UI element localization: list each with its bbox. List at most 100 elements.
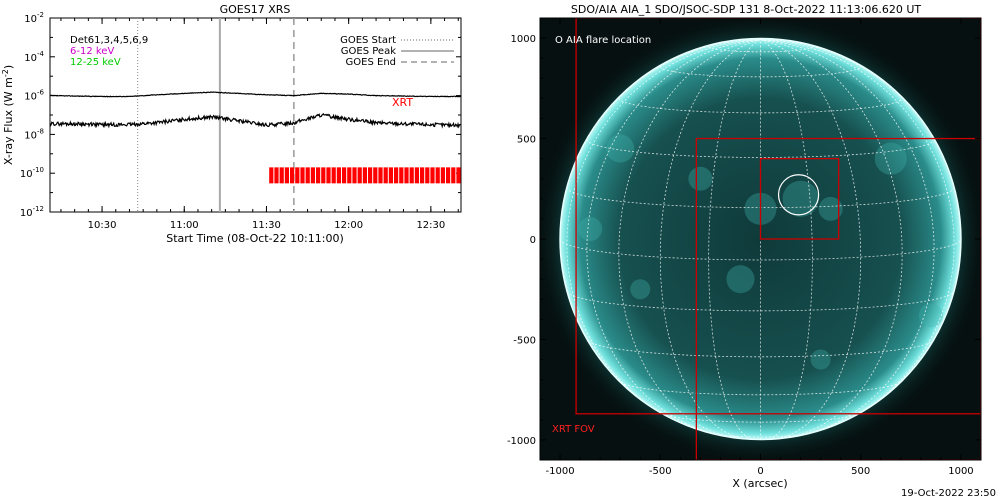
grid-longitude-line	[760, 39, 813, 440]
xrt-bar	[352, 167, 357, 184]
active-region	[782, 180, 819, 217]
y-tick-label: 10-4	[24, 50, 44, 64]
sun-limb-line	[559, 37, 962, 441]
xrt-bar	[388, 167, 393, 184]
right-axis-ticks	[539, 17, 982, 461]
grid-longitude-line	[760, 39, 903, 439]
left-y-axis-label-close: )	[2, 65, 15, 69]
aia-legend-label: O AIA flare location	[555, 35, 651, 46]
xrt-coverage-label: XRT	[392, 96, 413, 109]
fov-boxes	[575, 18, 981, 460]
xrt-bar	[331, 167, 336, 184]
y-tick-label: -500	[513, 335, 536, 346]
right-chart-title: SDO/AIA AIA_1 SDO/JSOC-SDP 131 8-Oct-202…	[571, 3, 922, 16]
fov-box	[759, 157, 840, 240]
right-y-tick-labels: 1000 500 0 -500 -1000	[507, 34, 536, 447]
y-tick-label: 500	[517, 135, 536, 146]
x-tick-label: 12:00	[334, 220, 363, 231]
x-tick-label: 0	[757, 466, 763, 477]
active-region	[578, 216, 603, 241]
left-y-tick-labels: 10-2 10-4 10-6 10-8 10-10 10-12	[20, 11, 45, 219]
left-y-axis-label-main: X-ray Flux (W m	[2, 77, 15, 165]
left-x-axis-label: Start Time (08-Oct-22 10:11:00)	[166, 232, 344, 245]
xrt-bar	[321, 167, 326, 184]
active-region	[726, 265, 755, 294]
y-tick-label: 10-8	[24, 127, 44, 141]
legend-6-12kev: 6-12 keV	[70, 46, 114, 57]
grid-longitude-line	[760, 39, 862, 440]
legend-detectors: Det61,3,4,5,6,9	[70, 35, 148, 46]
xrt-bar	[435, 167, 440, 184]
xrt-coverage-bars	[269, 167, 461, 184]
aia-flare-location-circle	[777, 174, 820, 216]
xrt-bar	[394, 167, 399, 184]
grid-longitude-line	[618, 39, 761, 439]
active-region	[874, 142, 907, 175]
xrt-bar	[378, 167, 383, 184]
xrt-bar	[357, 167, 362, 184]
xrt-bar	[347, 167, 352, 184]
active-region	[630, 279, 651, 300]
left-y-axis-label-exp: -2	[1, 69, 10, 77]
xrt-bar	[451, 167, 456, 184]
y-tick-label: 0	[530, 235, 536, 246]
right-x-axis-label: X (arcsec)	[732, 477, 787, 490]
legend-goes-start: GOES Start	[340, 35, 396, 46]
y-tick-label: 10-6	[24, 89, 44, 103]
grid-longitude-line	[659, 39, 761, 440]
left-y-axis-label: X-ray Flux (W m-2)	[1, 65, 15, 165]
y-tick-label: 10-2	[24, 11, 44, 25]
xrt-bar	[269, 167, 274, 184]
xrt-bar	[316, 167, 321, 184]
x-tick-label: -1000	[546, 466, 575, 477]
series-12-25kev-line	[50, 112, 461, 129]
grid-longitude-line	[708, 39, 761, 440]
x-tick-label: 10:30	[88, 220, 117, 231]
active-region	[606, 134, 635, 163]
xrt-bar	[440, 167, 445, 184]
active-region	[918, 303, 943, 328]
xrt-bar	[368, 167, 373, 184]
xrt-bar	[274, 167, 279, 184]
grid-latitude-line	[662, 413, 859, 423]
xrt-bar	[456, 167, 461, 184]
xrt-bar	[310, 167, 315, 184]
xrt-bar	[404, 167, 409, 184]
left-axis-ticks	[50, 17, 461, 213]
xrt-bar	[414, 167, 419, 184]
xrt-bar	[336, 167, 341, 184]
xrt-bar	[383, 167, 388, 184]
y-tick-label: 10-10	[20, 166, 44, 180]
xrt-bar	[342, 167, 347, 184]
fov-box	[695, 137, 981, 460]
xrt-bar	[295, 167, 300, 184]
xrt-bar	[300, 167, 305, 184]
x-tick-label: 1000	[948, 466, 973, 477]
fov-box	[575, 18, 981, 415]
footer-date: 19-Oct-2022 23:50	[901, 488, 996, 499]
left-legend: Det61,3,4,5,6,9 6-12 keV 12-25 keV	[70, 35, 148, 68]
xrt-bar	[425, 167, 430, 184]
xrt-bar	[409, 167, 414, 184]
x-tick-label: 11:00	[170, 220, 199, 231]
grid-longitude-line	[586, 39, 761, 437]
right-x-tick-labels: -1000 -500 0 500 1000	[546, 466, 974, 477]
active-region	[818, 196, 843, 221]
xrt-bar	[446, 167, 451, 184]
y-tick-label: -1000	[507, 436, 536, 447]
series-6-12kev-line	[50, 91, 461, 98]
left-x-tick-labels: 10:30 11:00 11:30 12:00 12:30	[88, 220, 446, 231]
xrt-bar	[279, 167, 284, 184]
legend-goes-peak: GOES Peak	[341, 46, 396, 57]
x-tick-label: -500	[649, 466, 672, 477]
x-tick-label: 500	[851, 466, 870, 477]
xrt-bar	[420, 167, 425, 184]
xrt-bar	[284, 167, 289, 184]
grid-latitude-line	[566, 291, 955, 312]
xrt-bar	[399, 167, 404, 184]
legend-goes-end: GOES End	[346, 57, 396, 68]
right-legend: GOES Start GOES Peak GOES End	[340, 35, 454, 68]
active-region	[688, 166, 713, 191]
legend-12-25kev: 12-25 keV	[70, 57, 121, 68]
